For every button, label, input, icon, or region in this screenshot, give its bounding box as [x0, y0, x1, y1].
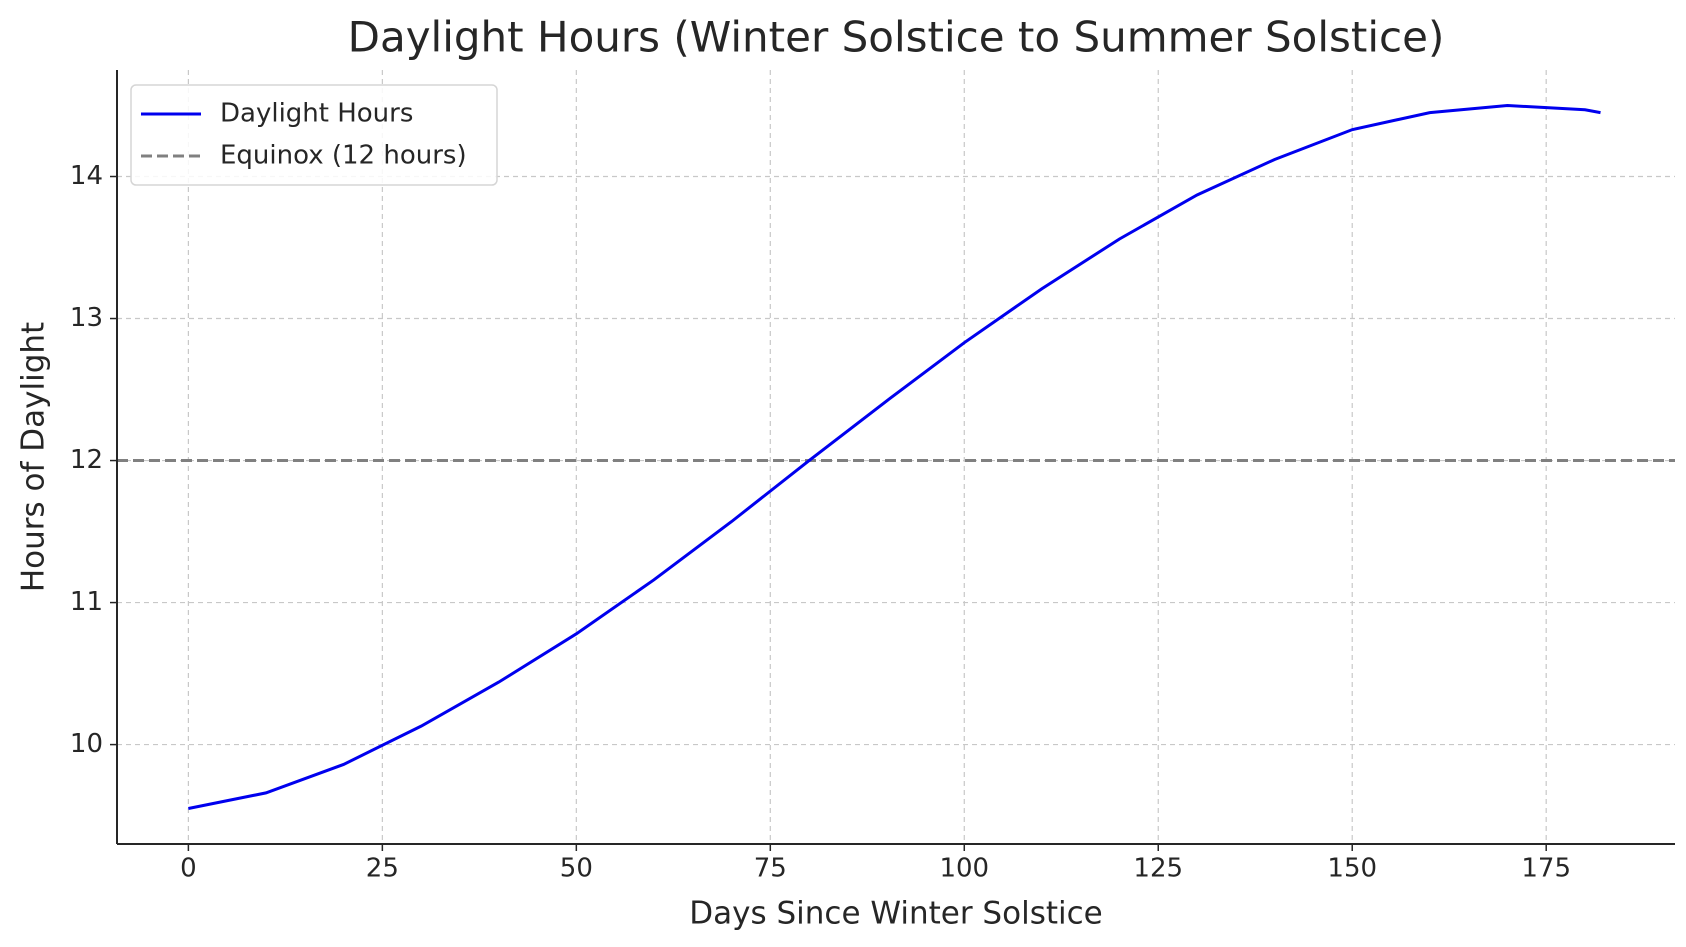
legend-label: Daylight Hours — [220, 99, 413, 129]
x-tick-label: 0 — [180, 854, 197, 884]
x-tick-label: 125 — [1133, 854, 1183, 884]
y-tick-label: 10 — [70, 729, 103, 759]
x-tick-label: 150 — [1327, 854, 1377, 884]
y-tick-label: 11 — [70, 587, 103, 617]
x-tick-label: 100 — [939, 854, 989, 884]
legend-label: Equinox (12 hours) — [220, 141, 467, 171]
y-tick-label: 13 — [70, 303, 103, 333]
chart-title: Daylight Hours (Winter Solstice to Summe… — [348, 13, 1445, 62]
y-tick-label: 12 — [70, 445, 103, 475]
y-tick-label: 14 — [70, 161, 103, 191]
legend-box — [130, 84, 498, 186]
x-tick-label: 25 — [366, 854, 399, 884]
x-tick-label: 75 — [754, 854, 787, 884]
y-axis-label: Hours of Daylight — [16, 322, 52, 592]
x-tick-label: 175 — [1521, 854, 1571, 884]
x-tick-label: 50 — [560, 854, 593, 884]
legend: Daylight Hours Equinox (12 hours) — [130, 84, 498, 186]
x-axis-label: Days Since Winter Solstice — [689, 896, 1102, 932]
data-line — [188, 104, 1601, 810]
